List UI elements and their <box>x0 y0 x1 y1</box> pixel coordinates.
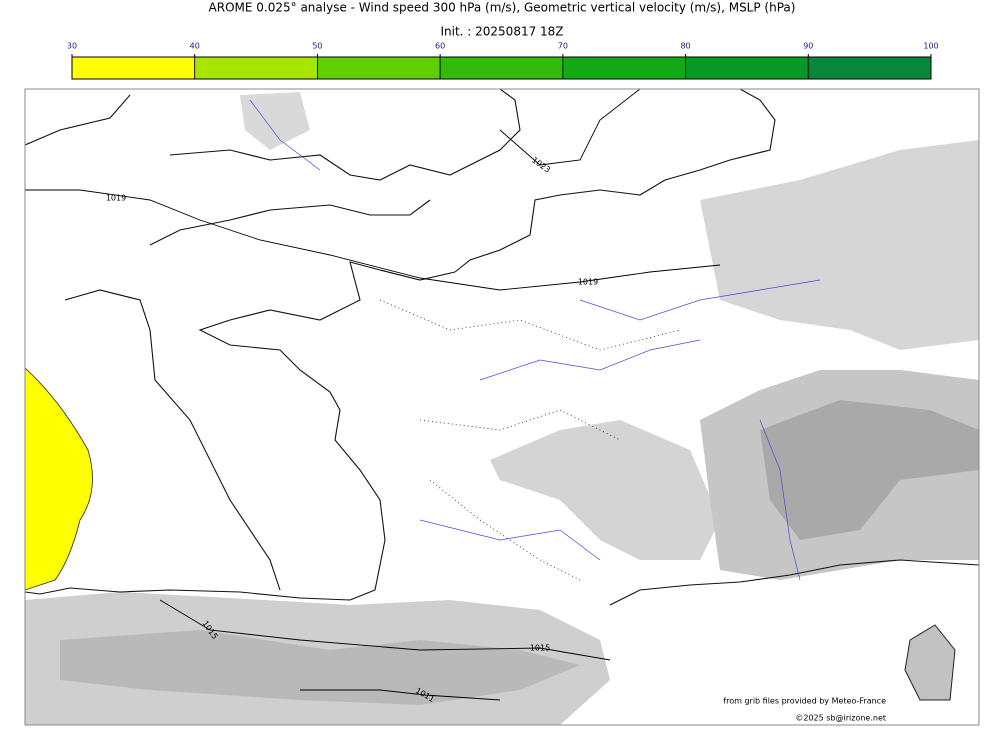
colorbar-tick-label: 30 <box>67 42 77 51</box>
corsica <box>904 624 956 701</box>
isobar-label: 1019 <box>106 194 126 203</box>
colorbar-segment <box>439 56 564 80</box>
terrain-massif-central <box>490 420 720 560</box>
colorbar-tick-label: 100 <box>923 42 938 51</box>
colorbar-segment <box>317 56 441 80</box>
wind-area <box>25 367 93 591</box>
colorbar-segment <box>562 56 686 80</box>
regions <box>379 299 681 581</box>
colorbar-tick-label: 50 <box>312 42 322 51</box>
isobars <box>25 89 721 701</box>
colorbar-segment <box>194 56 318 80</box>
colorbar-frame <box>71 56 932 80</box>
credit-copyright: ©2025 sb@irizone.net <box>795 714 886 723</box>
terrain-pyrenees <box>60 630 580 705</box>
map-frame <box>24 88 980 726</box>
terrain-alps-high <box>760 400 979 540</box>
isobar-label: 1015 <box>530 644 550 653</box>
colorbar-segment <box>807 56 932 80</box>
rivers <box>249 99 821 581</box>
coastlines <box>25 89 979 606</box>
colorbar-tick-label: 60 <box>435 42 445 51</box>
map-content: 1023 1019 1019 1015 1015 1011 from grib … <box>25 89 979 725</box>
colorbar-tick-label: 40 <box>190 42 200 51</box>
colorbar-segment <box>685 56 809 80</box>
colorbar-segment <box>71 56 196 80</box>
colorbar-tick-label: 70 <box>558 42 568 51</box>
title: AROME 0.025° analyse - Wind speed 300 hP… <box>209 1 796 15</box>
terrain-uk <box>240 92 310 150</box>
colorbar-tick-label: 80 <box>680 42 690 51</box>
colorbar: 30 40 50 60 70 80 90 100 <box>67 42 939 80</box>
terrain-east <box>700 140 979 350</box>
map: 1023 1019 1019 1015 1015 1011 from grib … <box>24 88 980 726</box>
init-time: Init. : 20250817 18Z <box>440 25 563 39</box>
isobar-label: 1019 <box>578 278 598 287</box>
colorbar-tick-label: 90 <box>803 42 813 51</box>
credit-source: from grib files provided by Meteo-France <box>723 697 886 706</box>
